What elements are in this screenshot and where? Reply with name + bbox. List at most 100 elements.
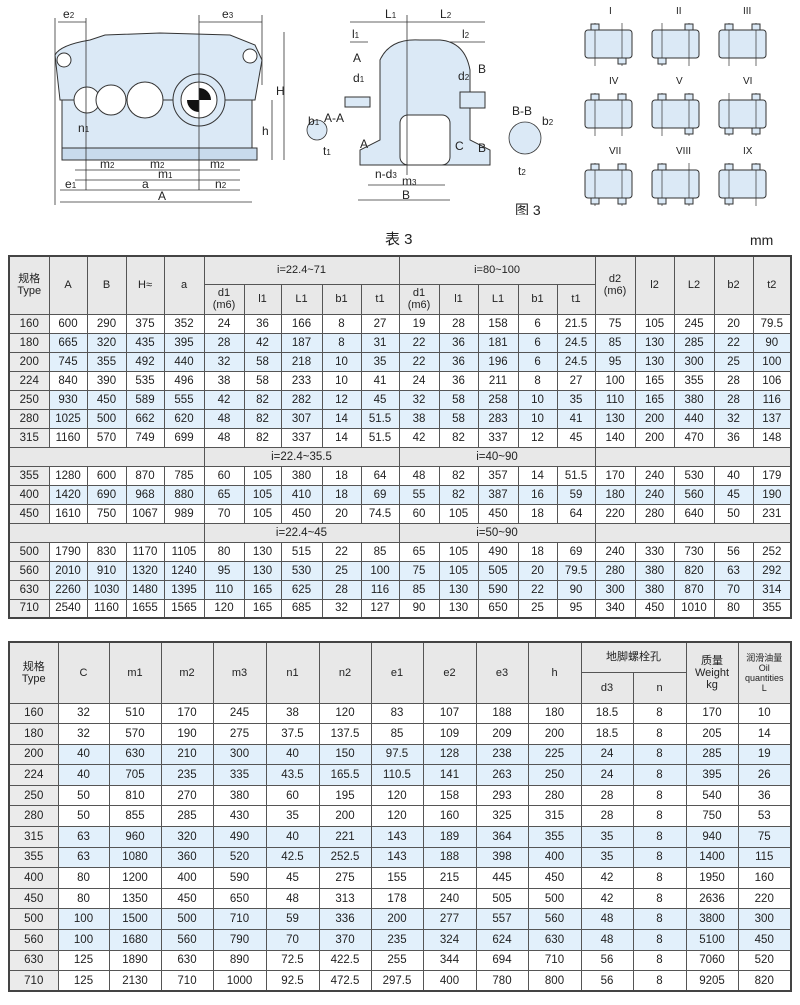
table-cell: 18.5 [580, 702, 634, 725]
table-cell: 390 [86, 370, 127, 391]
table-cell: 32 [203, 351, 245, 372]
table-cell: 63 [57, 846, 110, 869]
table-cell: 48 [398, 465, 440, 486]
table-cell: 158 [477, 313, 519, 334]
table-cell: 705 [108, 764, 162, 786]
table-cell: 830 [86, 541, 127, 562]
table-cell: 130 [243, 560, 282, 581]
svg-text:B: B [478, 62, 486, 76]
table-cell: 472.5 [318, 970, 372, 992]
table-cell: 100 [57, 929, 110, 951]
table-cell: 64 [360, 465, 400, 486]
table-cell: 750 [685, 805, 739, 828]
table-cell: 335 [212, 764, 267, 786]
table-cell: 14 [517, 465, 558, 486]
table-row: 224 40 705 235 335 43.5 165.5 110.5 141 263 250 24 8… [8, 764, 792, 786]
table-cell: 209 [475, 723, 529, 745]
table-cell: 25 [321, 560, 362, 581]
table-cell: 43.5 [265, 764, 320, 786]
table-cell: 190 [160, 723, 214, 745]
table-cell: 48 [580, 908, 634, 931]
table-cell: 940 [685, 826, 739, 848]
table-cell: 749 [125, 427, 165, 448]
type-cell: 500 [8, 541, 50, 562]
type-cell: 180 [8, 723, 59, 745]
table-cell: 270 [160, 784, 214, 807]
table-cell: 24.5 [556, 332, 596, 353]
table-cell: 59 [265, 908, 320, 931]
table-cell: 188 [422, 846, 477, 869]
table-cell: 570 [108, 723, 162, 745]
table-cell: 37.5 [265, 723, 320, 745]
table-cell: 35 [556, 389, 596, 410]
table-cell: 179 [752, 465, 792, 486]
table-cell: 430 [212, 805, 267, 828]
table-cell: 1200 [108, 867, 162, 889]
mounting-type-VII: VII [584, 146, 633, 206]
table-cell: 65 [203, 484, 245, 505]
table-row: 560 100 1680 560 790 70 370 235 324 624 630 48 8 5100… [8, 929, 792, 951]
table-cell: 155 [370, 867, 424, 889]
svg-text:L1: L1 [385, 7, 397, 21]
mounting-type-II: II [651, 6, 700, 66]
table-cell: 130 [438, 598, 479, 619]
table-cell: 650 [477, 598, 519, 619]
table-cell: 240 [634, 465, 675, 486]
table-cell: 277 [422, 908, 477, 931]
table-row: 710 125 2130 710 1000 92.5 472.5 297.5 400 780 800… [8, 970, 792, 992]
table-cell: 650 [212, 887, 267, 910]
section-spacer [594, 446, 792, 467]
type-cell: 710 [8, 970, 59, 992]
table-cell: 85 [360, 541, 400, 562]
table-cell: 357 [477, 465, 519, 486]
table-cell: 100 [57, 908, 110, 931]
table-cell: 8 [632, 949, 687, 972]
table-cell: 200 [634, 427, 675, 448]
mounting-type-V: V [651, 76, 700, 136]
table-cell: 120 [203, 598, 245, 619]
table-cell: 115 [737, 846, 792, 869]
header-n: n [632, 671, 687, 704]
table-cell: 1280 [48, 465, 88, 486]
table-cell: 282 [280, 389, 323, 410]
header-d3: d3 [580, 671, 634, 704]
table-cell: 440 [673, 408, 715, 429]
table-cell: 20 [321, 503, 362, 524]
table-cell: 48 [265, 887, 320, 910]
table-cell: 730 [673, 541, 715, 562]
type-cell: 160 [8, 702, 59, 725]
table-cell: 180 [527, 702, 582, 725]
table-cell: 128 [422, 743, 477, 766]
table-cell: 165 [243, 598, 282, 619]
table-cell: 109 [422, 723, 477, 745]
table-cell: 1000 [212, 970, 267, 992]
table-cell: 870 [125, 465, 165, 486]
table-cell: 297.5 [370, 970, 424, 992]
table-cell: 24 [398, 370, 440, 391]
table-cell: 1480 [125, 579, 165, 600]
table-cell: 22 [398, 332, 440, 353]
mounting-types: I II III IV V VI VII VIII IX [570, 0, 800, 215]
table-cell: 530 [673, 465, 715, 486]
table-cell: 699 [163, 427, 205, 448]
table-cell: 63 [713, 560, 754, 581]
table-cell: 27 [360, 313, 400, 334]
table-cell: 40 [265, 743, 320, 766]
table-cell: 166 [280, 313, 323, 334]
table-cell: 285 [160, 805, 214, 828]
table-cell: 82 [243, 389, 282, 410]
table-cell: 490 [212, 826, 267, 848]
output-shaft [459, 91, 486, 109]
table-cell: 24.5 [556, 351, 596, 372]
table-cell: 1025 [48, 408, 88, 429]
table-row: 200 40 630 210 300 40 150 97.5 128 238 225 24 8 285 19 [8, 743, 792, 766]
table-cell: 120 [370, 784, 424, 807]
table-cell: 200 [318, 805, 372, 828]
table-row: 180 32 570 190 275 37.5 137.5 85 109 209 200 18.5 8 2… [8, 723, 792, 745]
table-cell: 710 [212, 908, 267, 931]
header-sub-d1: d1 (m6) [203, 283, 245, 315]
table-cell: 810 [108, 784, 162, 807]
table-cell: 624 [475, 929, 529, 951]
